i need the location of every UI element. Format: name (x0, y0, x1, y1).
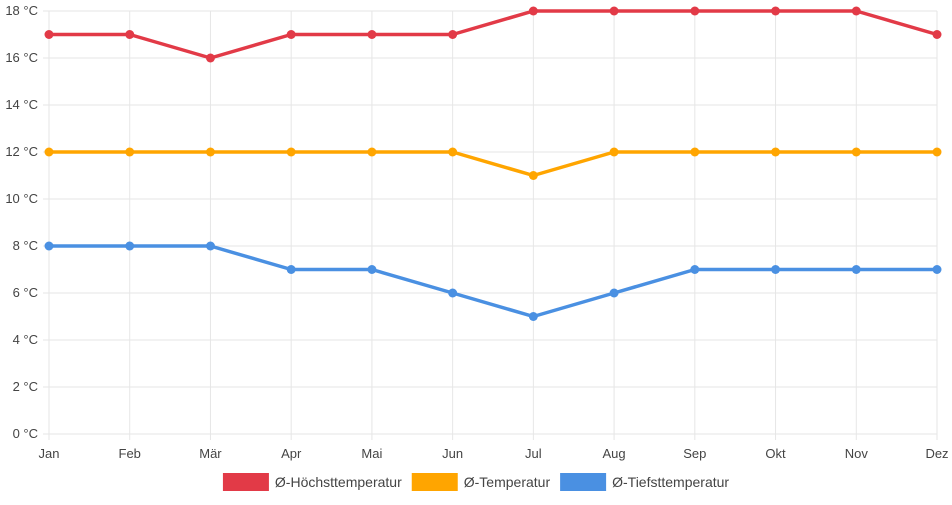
y-tick-label: 18 °C (5, 3, 38, 18)
legend-item[interactable]: Ø-Temperatur (411, 473, 551, 491)
x-tick-label: Okt (765, 446, 786, 461)
data-point[interactable] (367, 30, 377, 39)
data-point[interactable] (932, 265, 942, 274)
data-point[interactable] (690, 147, 700, 157)
x-tick-label: Feb (119, 446, 141, 461)
series-line (47, 9, 939, 60)
series-line (47, 244, 939, 319)
data-point[interactable] (286, 265, 296, 274)
x-tick-label: Aug (603, 446, 626, 461)
x-tick-label: Dez (925, 446, 948, 461)
data-point[interactable] (851, 6, 861, 16)
data-point[interactable] (771, 6, 781, 16)
data-point[interactable] (771, 147, 781, 157)
series-lines (44, 6, 942, 321)
data-point[interactable] (609, 288, 619, 298)
data-point[interactable] (851, 265, 861, 274)
x-tick-label: Nov (845, 446, 869, 461)
legend-item[interactable]: Ø-Tiefsttemperatur (560, 473, 729, 491)
y-tick-label: 6 °C (13, 285, 38, 300)
y-tick-label: 0 °C (13, 426, 38, 441)
data-point[interactable] (690, 6, 700, 16)
axes: 0 °C 2 °C 4 °C 6 °C 8 °C 10 °C 12 °C 14 °C 16 °C… (5, 3, 948, 461)
data-point[interactable] (932, 30, 942, 39)
data-point[interactable] (205, 53, 215, 63)
y-tick-label: 14 °C (5, 97, 38, 112)
data-point[interactable] (771, 265, 781, 274)
data-point[interactable] (205, 147, 215, 157)
y-tick-label: 8 °C (13, 238, 38, 253)
data-point[interactable] (609, 6, 619, 16)
data-point[interactable] (125, 30, 135, 39)
legend-item[interactable]: Ø-Höchsttemperatur (222, 473, 402, 491)
x-tick-label: Mär (199, 446, 222, 461)
x-tick-label: Mai (361, 446, 382, 461)
data-point[interactable] (528, 6, 538, 16)
legend-swatch (222, 473, 269, 491)
x-tick-label: Apr (281, 446, 302, 461)
series-1 (44, 147, 942, 180)
data-point[interactable] (205, 241, 215, 251)
data-point[interactable] (125, 147, 135, 157)
y-tick-label: 4 °C (13, 332, 38, 347)
data-point[interactable] (286, 30, 296, 39)
data-point[interactable] (44, 30, 54, 39)
data-point[interactable] (125, 241, 135, 251)
y-tick-label: 10 °C (5, 191, 38, 206)
data-point[interactable] (528, 171, 538, 180)
data-point[interactable] (609, 147, 619, 157)
x-tick-label: Jul (525, 446, 542, 461)
data-point[interactable] (448, 288, 458, 298)
legend-swatch (411, 473, 458, 491)
data-point[interactable] (448, 147, 458, 157)
legend-swatch (560, 473, 607, 491)
data-point[interactable] (851, 147, 861, 157)
data-point[interactable] (932, 147, 942, 157)
legend: Ø-Höchsttemperatur Ø-Temperatur Ø-Tiefstte… (222, 473, 729, 491)
data-point[interactable] (448, 30, 458, 39)
y-tick-label: 16 °C (5, 50, 38, 65)
x-tick-label: Sep (683, 446, 706, 461)
y-tick-label: 12 °C (5, 144, 38, 159)
data-point[interactable] (367, 147, 377, 157)
legend-label: Ø-Tiefsttemperatur (612, 474, 729, 490)
data-point[interactable] (528, 312, 538, 321)
data-point[interactable] (286, 147, 296, 157)
data-point[interactable] (690, 265, 700, 274)
data-point[interactable] (44, 147, 54, 157)
series-2 (44, 241, 942, 321)
series-line (47, 150, 939, 178)
x-tick-label: Jan (39, 446, 60, 461)
legend-label: Ø-Temperatur (464, 474, 551, 490)
series-0 (44, 6, 942, 63)
data-point[interactable] (44, 241, 54, 251)
y-tick-label: 2 °C (13, 379, 38, 394)
legend-label: Ø-Höchsttemperatur (275, 474, 402, 490)
grid (43, 10, 938, 440)
x-tick-label: Jun (442, 446, 463, 461)
data-point[interactable] (367, 265, 377, 274)
